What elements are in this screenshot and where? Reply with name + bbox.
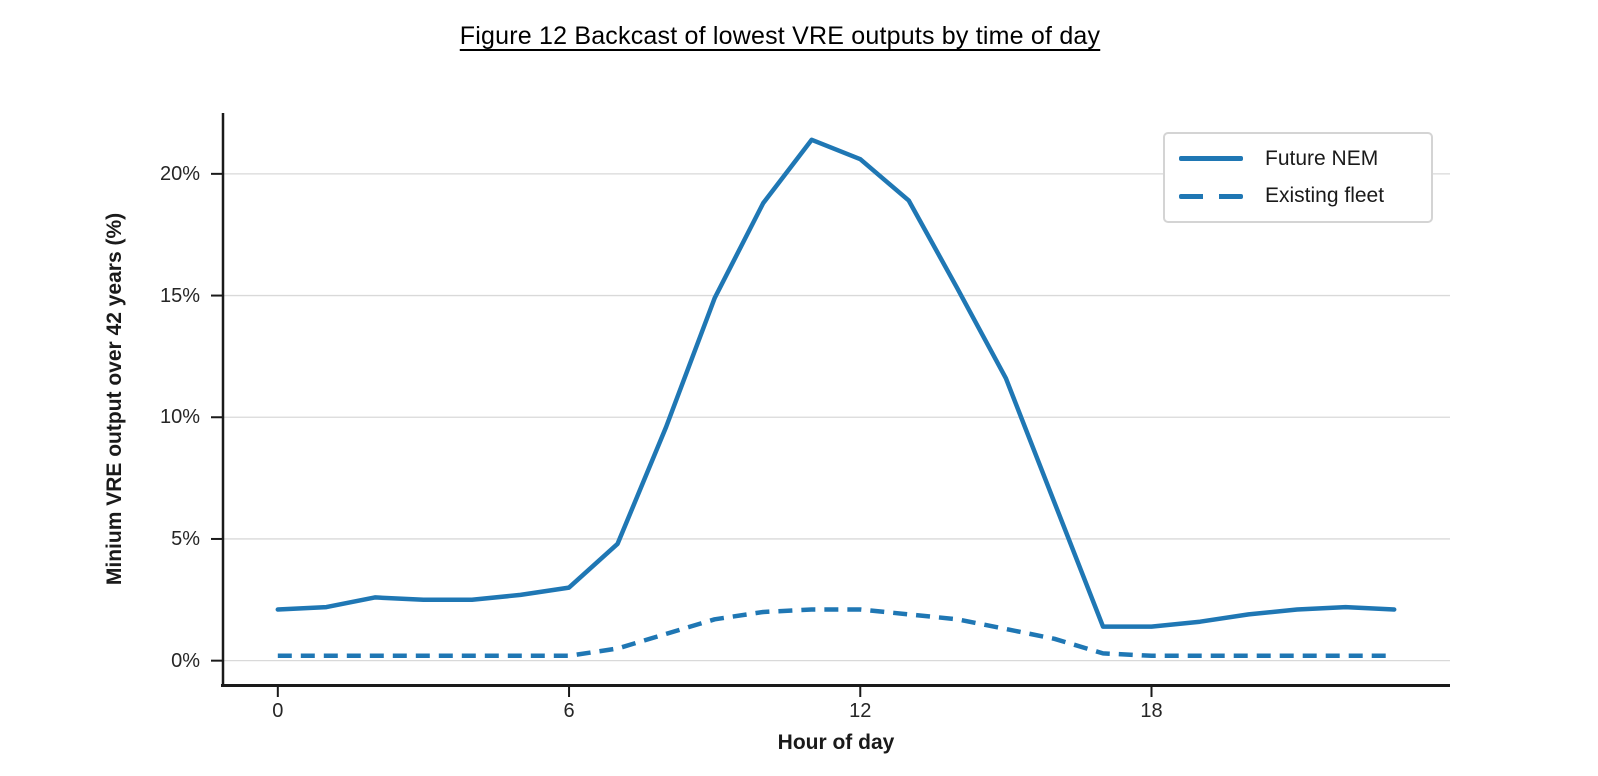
y-tick-label: 10% — [159, 406, 200, 429]
figure-title: Figure 12 Backcast of lowest VRE outputs… — [459, 22, 1101, 50]
gridlines — [222, 173, 1450, 662]
legend-item-future-nem: Future NEM — [1179, 147, 1419, 171]
y-axis-title: Minium VRE output over 42 years (%) — [103, 212, 126, 586]
legend-label-future-nem: Future NEM — [1265, 146, 1379, 170]
axes — [211, 113, 1450, 697]
y-tick-label: 20% — [159, 162, 200, 185]
y-tick-label: 5% — [171, 527, 200, 550]
series-line-existing-fleet — [277, 607, 1395, 659]
legend-item-existing-fleet: Existing fleet — [1179, 184, 1419, 208]
series-line-future-nem — [275, 137, 1397, 629]
x-tick-label: 6 — [563, 700, 575, 722]
legend: Future NEM Existing fleet — [1163, 132, 1433, 223]
legend-solid-line-icon — [1179, 156, 1243, 162]
legend-label-existing-fleet: Existing fleet — [1265, 184, 1385, 208]
x-tick-label: 0 — [272, 700, 284, 722]
y-tick-label: 0% — [171, 649, 200, 672]
legend-dashed-line-icon — [1179, 193, 1243, 199]
y-tick-label: 15% — [159, 284, 200, 307]
x-axis-title: Hour of day — [777, 731, 895, 754]
series-lines — [275, 137, 1397, 659]
x-tick-label: 12 — [849, 700, 872, 722]
x-tick-label: 18 — [1140, 700, 1163, 722]
